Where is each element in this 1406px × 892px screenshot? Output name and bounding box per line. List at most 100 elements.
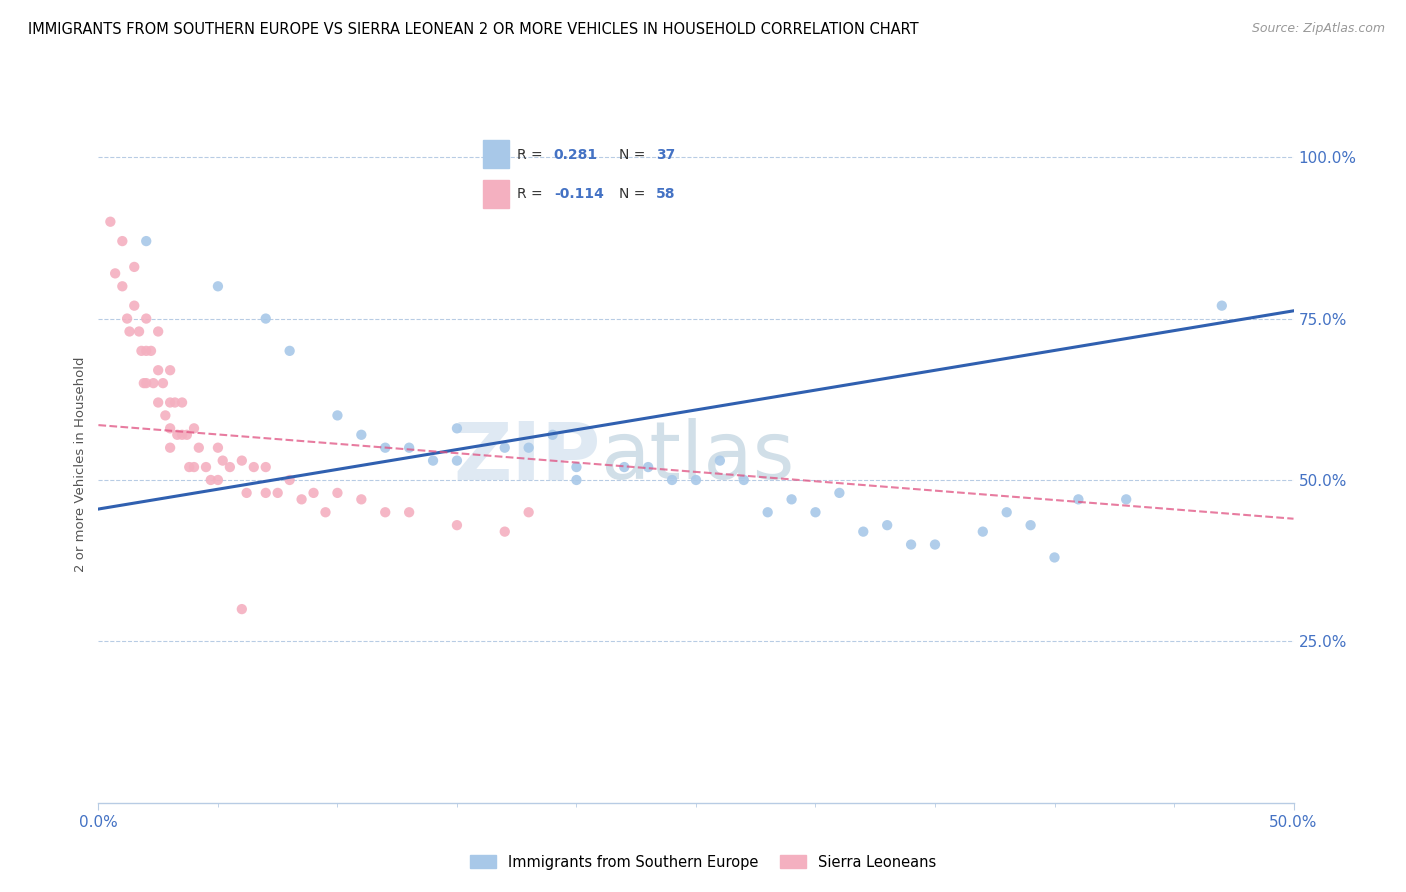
- Point: [194, 460, 217, 475]
- Y-axis label: 2 or more Vehicles in Household: 2 or more Vehicles in Household: [75, 356, 87, 572]
- Point: [852, 524, 875, 539]
- Point: [290, 492, 312, 507]
- Text: ZIP: ZIP: [453, 418, 600, 496]
- Point: [685, 473, 707, 487]
- Point: [135, 343, 157, 358]
- Point: [876, 518, 898, 533]
- Point: [124, 299, 146, 313]
- Point: [828, 486, 851, 500]
- Point: [111, 279, 134, 293]
- Point: [98, 215, 122, 229]
- Point: [211, 453, 233, 467]
- Point: [637, 460, 659, 475]
- Point: [804, 505, 827, 519]
- Point: [995, 505, 1018, 519]
- Point: [315, 505, 337, 519]
- Point: [148, 325, 170, 339]
- Point: [267, 486, 290, 500]
- Point: [924, 537, 946, 551]
- Point: [326, 486, 349, 500]
- Point: [200, 473, 222, 487]
- Point: [231, 453, 253, 467]
- Point: [350, 427, 373, 442]
- Text: Source: ZipAtlas.com: Source: ZipAtlas.com: [1251, 22, 1385, 36]
- Point: [135, 376, 157, 391]
- Point: [166, 427, 188, 442]
- Point: [780, 492, 803, 507]
- Point: [1043, 550, 1066, 565]
- Point: [254, 486, 277, 500]
- Point: [135, 311, 157, 326]
- Point: [104, 266, 127, 280]
- Point: [155, 409, 177, 423]
- Point: [517, 505, 540, 519]
- Point: [172, 395, 194, 409]
- Point: [124, 260, 146, 274]
- Point: [207, 473, 229, 487]
- Point: [278, 343, 301, 358]
- Text: IMMIGRANTS FROM SOUTHERN EUROPE VS SIERRA LEONEAN 2 OR MORE VEHICLES IN HOUSEHOL: IMMIGRANTS FROM SOUTHERN EUROPE VS SIERR…: [28, 22, 918, 37]
- Point: [207, 279, 229, 293]
- Point: [235, 486, 257, 500]
- Point: [422, 453, 444, 467]
- Point: [398, 505, 420, 519]
- Point: [302, 486, 325, 500]
- Point: [152, 376, 174, 391]
- Point: [709, 453, 731, 467]
- Point: [148, 395, 170, 409]
- Point: [374, 505, 396, 519]
- Point: [565, 460, 588, 475]
- Point: [159, 421, 181, 435]
- Point: [900, 537, 922, 551]
- Point: [254, 311, 277, 326]
- Point: [132, 376, 155, 391]
- Point: [243, 460, 266, 475]
- Point: [118, 325, 141, 339]
- Point: [131, 343, 153, 358]
- Point: [183, 460, 205, 475]
- Point: [494, 441, 516, 455]
- Point: [128, 325, 150, 339]
- Point: [179, 460, 201, 475]
- Point: [111, 234, 134, 248]
- Point: [756, 505, 779, 519]
- Point: [398, 441, 420, 455]
- Point: [1211, 299, 1233, 313]
- Point: [176, 427, 198, 442]
- Point: [565, 473, 588, 487]
- Point: [350, 492, 373, 507]
- Legend: Immigrants from Southern Europe, Sierra Leoneans: Immigrants from Southern Europe, Sierra …: [464, 849, 942, 876]
- Point: [187, 441, 209, 455]
- Point: [115, 311, 138, 326]
- Point: [541, 427, 564, 442]
- Point: [219, 460, 242, 475]
- Point: [1019, 518, 1042, 533]
- Text: atlas: atlas: [600, 418, 794, 496]
- Point: [142, 376, 165, 391]
- Point: [494, 524, 516, 539]
- Point: [254, 460, 277, 475]
- Point: [172, 427, 194, 442]
- Point: [446, 453, 468, 467]
- Point: [135, 234, 157, 248]
- Point: [374, 441, 396, 455]
- Point: [148, 363, 170, 377]
- Point: [159, 395, 181, 409]
- Point: [446, 518, 468, 533]
- Point: [183, 421, 205, 435]
- Point: [163, 395, 186, 409]
- Point: [159, 363, 181, 377]
- Point: [1115, 492, 1137, 507]
- Point: [517, 441, 540, 455]
- Point: [661, 473, 683, 487]
- Point: [139, 343, 162, 358]
- Point: [278, 473, 301, 487]
- Point: [159, 441, 181, 455]
- Point: [613, 460, 636, 475]
- Point: [231, 602, 253, 616]
- Point: [1067, 492, 1090, 507]
- Point: [207, 441, 229, 455]
- Point: [446, 421, 468, 435]
- Point: [326, 409, 349, 423]
- Point: [972, 524, 994, 539]
